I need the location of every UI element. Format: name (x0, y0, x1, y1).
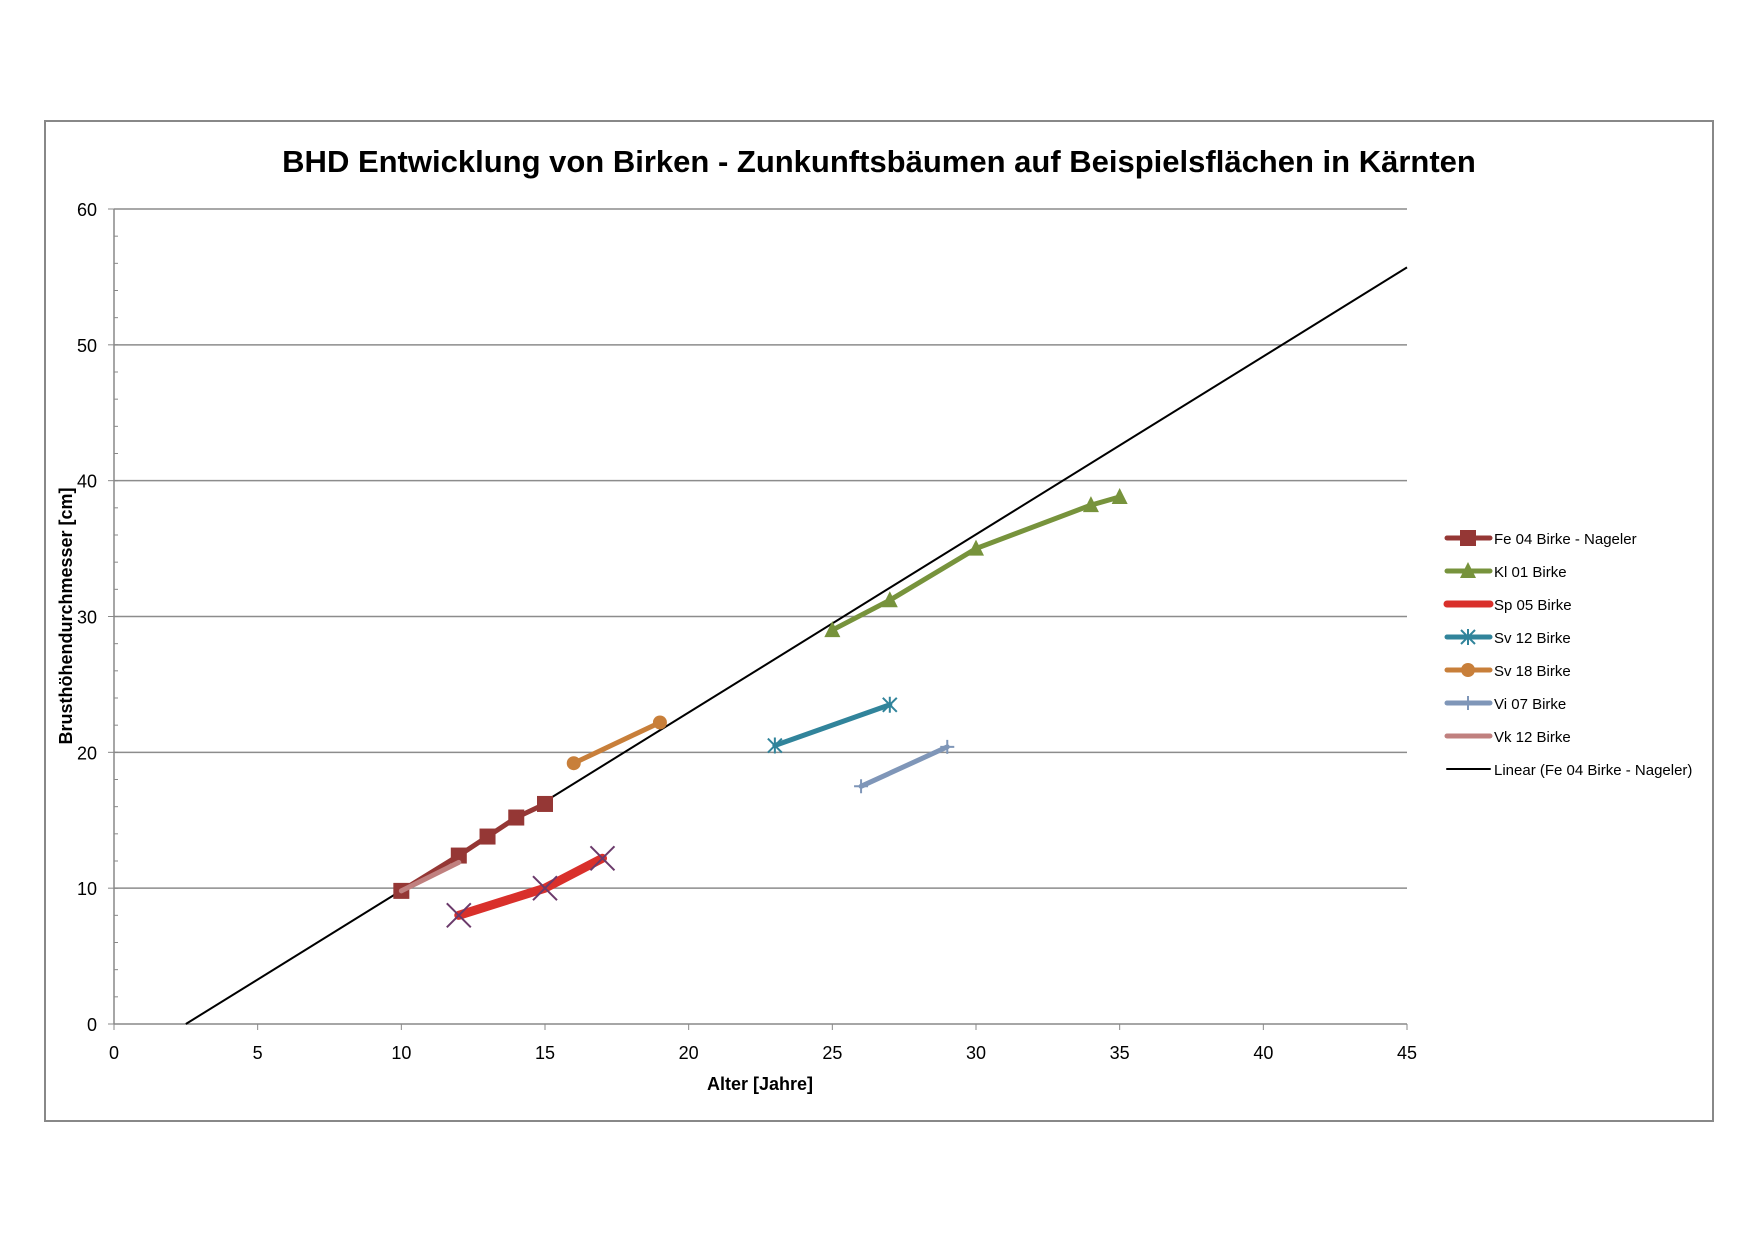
y-tick-label: 30 (77, 608, 97, 628)
x-tick-label: 10 (391, 1043, 411, 1063)
legend-marker (1461, 663, 1475, 677)
y-tick-label: 0 (87, 1015, 97, 1035)
y-axis-label: Brusthöhendurchmesser [cm] (56, 487, 76, 744)
legend-marker (1460, 562, 1476, 578)
series-fe-04-birke-nageler (393, 795, 553, 899)
x-tick-label: 45 (1397, 1043, 1417, 1063)
chart-title: BHD Entwicklung von Birken - Zunkunftsbä… (282, 144, 1476, 179)
data-point (824, 621, 841, 638)
legend-label: Sp 05 Birke (1494, 597, 1572, 614)
data-point (1111, 487, 1128, 504)
data-point (446, 902, 472, 929)
trendline (185, 266, 1408, 1025)
data-point (881, 591, 898, 608)
legend-item: Sv 12 Birke (1444, 629, 1571, 647)
data-point (940, 739, 955, 754)
chart-frame (44, 120, 1714, 1122)
legend-label: Linear (Fe 04 Birke - Nageler) (1494, 762, 1692, 779)
data-point (652, 715, 667, 730)
series-vi-07-birke (854, 739, 955, 794)
x-tick-label: 25 (822, 1043, 842, 1063)
y-tick-label: 50 (77, 336, 97, 356)
series-kl-01-birke (824, 487, 1128, 638)
data-point (479, 828, 496, 845)
data-point (566, 756, 581, 771)
y-tick-label: 40 (77, 472, 97, 492)
x-tick-label: 15 (535, 1043, 555, 1063)
x-tick-label: 0 (109, 1043, 119, 1063)
x-axis-label: Alter [Jahre] (707, 1074, 813, 1094)
series-line (571, 719, 663, 766)
legend-label: Kl 01 Birke (1494, 564, 1567, 581)
series-sv-18-birke (566, 715, 667, 771)
data-point (854, 779, 869, 794)
series-sp-05-birke (446, 845, 616, 929)
y-tick-label: 60 (77, 200, 97, 220)
y-tick-label: 10 (77, 879, 97, 899)
data-point (508, 809, 525, 826)
series-line (398, 859, 462, 894)
legend-item: Kl 01 Birke (1444, 562, 1567, 581)
data-point (450, 847, 467, 864)
x-tick-label: 40 (1253, 1043, 1273, 1063)
series-line (858, 744, 950, 789)
legend-item: Sv 18 Birke (1444, 663, 1571, 680)
legend-label: Fe 04 Birke - Nageler (1494, 531, 1637, 548)
legend-item: Sp 05 Birke (1443, 597, 1572, 614)
x-tick-label: 5 (253, 1043, 263, 1063)
data-point (537, 795, 553, 812)
legend-item: Vk 12 Birke (1444, 729, 1571, 746)
legend-marker (1460, 629, 1476, 645)
data-point (882, 696, 898, 713)
data-point (1082, 496, 1099, 513)
legend-label: Vk 12 Birke (1494, 729, 1571, 746)
series-sv-12-birke (767, 696, 898, 754)
legend-item: Linear (Fe 04 Birke - Nageler) (1446, 762, 1692, 779)
y-tick-label: 20 (77, 743, 97, 763)
x-tick-label: 35 (1110, 1043, 1130, 1063)
data-point (532, 875, 558, 901)
legend-item: Fe 04 Birke - Nageler (1444, 530, 1637, 548)
legend-marker (1460, 530, 1476, 546)
legend-item: Vi 07 Birke (1444, 696, 1566, 713)
data-point (589, 845, 616, 871)
series-line (772, 702, 893, 749)
legend-label: Vi 07 Birke (1494, 696, 1566, 713)
data-point (767, 737, 783, 754)
legend-label: Sv 18 Birke (1494, 663, 1571, 680)
data-point (968, 539, 984, 556)
series-vk-12-birke (398, 859, 462, 894)
legend-label: Sv 12 Birke (1494, 630, 1571, 647)
x-tick-label: 30 (966, 1043, 986, 1063)
x-tick-label: 20 (679, 1043, 699, 1063)
legend-marker (1461, 696, 1475, 710)
